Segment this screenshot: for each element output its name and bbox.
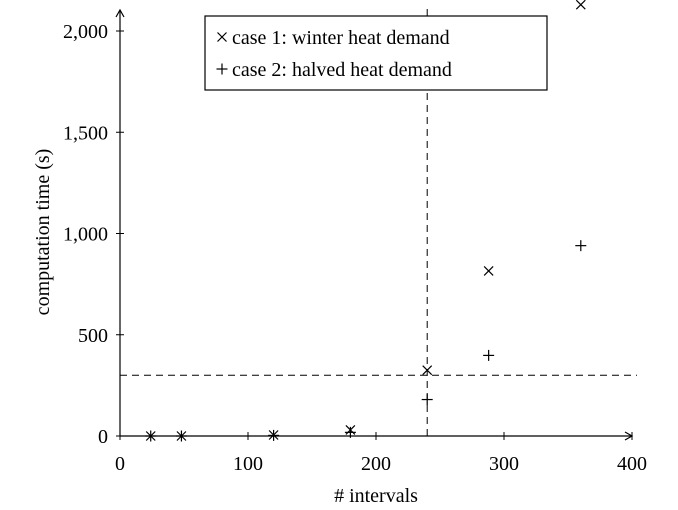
data-point-case-2 bbox=[344, 426, 356, 438]
x-tick-label: 400 bbox=[617, 453, 647, 475]
legend-label-case-1: case 1: winter heat demand bbox=[232, 27, 450, 49]
data-point-case-2 bbox=[268, 429, 280, 441]
y-tick-label: 2,000 bbox=[63, 21, 108, 43]
legend-box bbox=[204, 15, 548, 91]
x-tick-label: 300 bbox=[489, 453, 519, 475]
data-point-case-2 bbox=[145, 430, 157, 442]
legend: case 1: winter heat demand case 2: halve… bbox=[204, 15, 548, 91]
legend-marker-glyph bbox=[217, 32, 227, 42]
legend-label-case-2: case 2: halved heat demand bbox=[232, 59, 452, 81]
y-tick-label: 1,500 bbox=[63, 122, 108, 144]
data-point-case-2 bbox=[483, 349, 495, 361]
x-tick-label: 0 bbox=[115, 453, 125, 475]
marker-stroke bbox=[217, 32, 227, 42]
legend-marker-glyph bbox=[216, 63, 228, 75]
marker-stroke bbox=[575, 0, 586, 10]
ticks: 0 100 200 300 400 0 500 1,000 1,500 2,000 bbox=[63, 21, 647, 475]
y-tick-label: 0 bbox=[98, 426, 108, 448]
x-tick-label: 100 bbox=[233, 453, 263, 475]
y-axis-label: computation time (s) bbox=[32, 149, 54, 316]
legend-marker-case-2 bbox=[216, 63, 228, 75]
marker-stroke bbox=[422, 365, 433, 376]
x-tick-label: 200 bbox=[361, 453, 391, 475]
data-point-case-1 bbox=[575, 0, 586, 10]
data-point-case-2 bbox=[575, 240, 587, 252]
y-tick-label: 1,000 bbox=[63, 224, 108, 246]
data-point-case-2 bbox=[175, 430, 187, 442]
x-axis-label: # intervals bbox=[334, 485, 418, 507]
data-point-case-1 bbox=[483, 266, 494, 276]
y-tick-label: 500 bbox=[78, 325, 108, 347]
data-points bbox=[145, 0, 587, 442]
data-point-case-1 bbox=[422, 365, 433, 376]
data-point-case-2 bbox=[421, 394, 433, 406]
y-axis-arrow bbox=[115, 8, 125, 18]
legend-marker-case-1 bbox=[217, 32, 227, 42]
marker-stroke bbox=[483, 266, 494, 276]
